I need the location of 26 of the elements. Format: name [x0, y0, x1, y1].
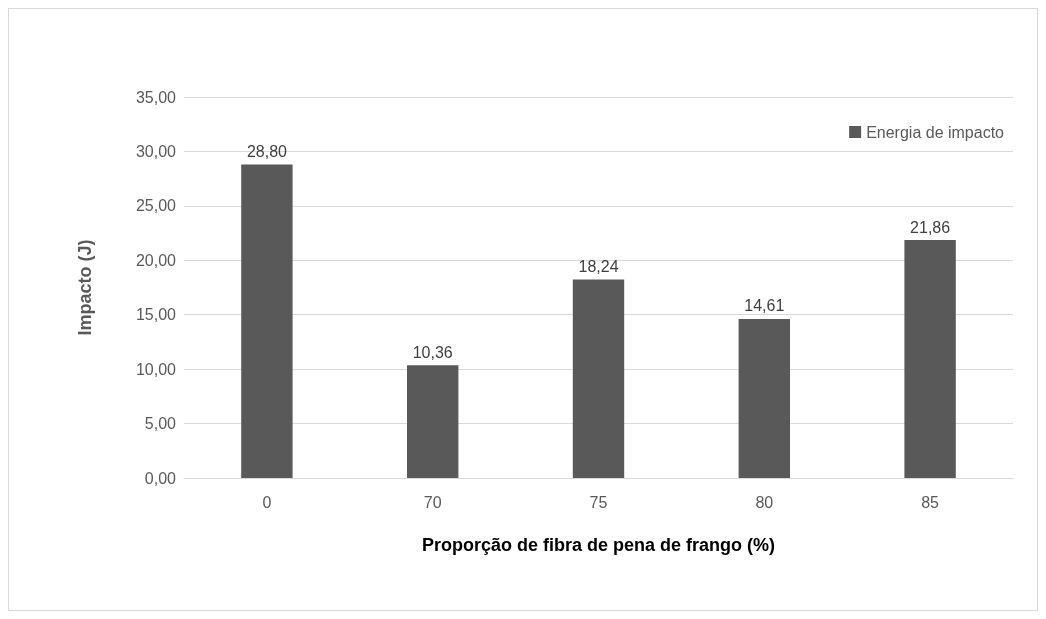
x-axis-title: Proporção de fibra de pena de frango (%) — [421, 535, 776, 555]
x-tick-label: 80 — [755, 493, 774, 511]
data-label: 28,80 — [246, 142, 288, 160]
y-tick-label: 25,00 — [135, 197, 177, 215]
y-axis-title: Impacto (J) — [75, 239, 95, 336]
legend-label: Energia de impacto — [866, 123, 1005, 141]
bar — [241, 164, 293, 478]
bar — [904, 240, 956, 478]
x-tick-label: 70 — [423, 493, 442, 511]
y-tick-label: 20,00 — [135, 251, 177, 269]
y-tick-label: 10,00 — [135, 360, 177, 378]
bar — [572, 279, 625, 478]
y-tick-label: 0,00 — [144, 469, 177, 487]
y-tick-label: 35,00 — [135, 88, 177, 106]
y-tick-label: 5,00 — [144, 415, 177, 433]
data-label: 10,36 — [412, 343, 453, 361]
x-tick-label: 0 — [262, 493, 272, 511]
y-tick-label: 15,00 — [135, 306, 177, 324]
bar — [407, 365, 459, 478]
data-label: 21,86 — [910, 218, 951, 236]
bar — [738, 318, 790, 478]
data-label: 18,24 — [578, 257, 619, 275]
data-label: 14,61 — [744, 297, 785, 315]
x-tick-label: 75 — [589, 493, 608, 511]
x-tick-label: 85 — [921, 493, 940, 511]
y-tick-label: 30,00 — [135, 142, 177, 160]
